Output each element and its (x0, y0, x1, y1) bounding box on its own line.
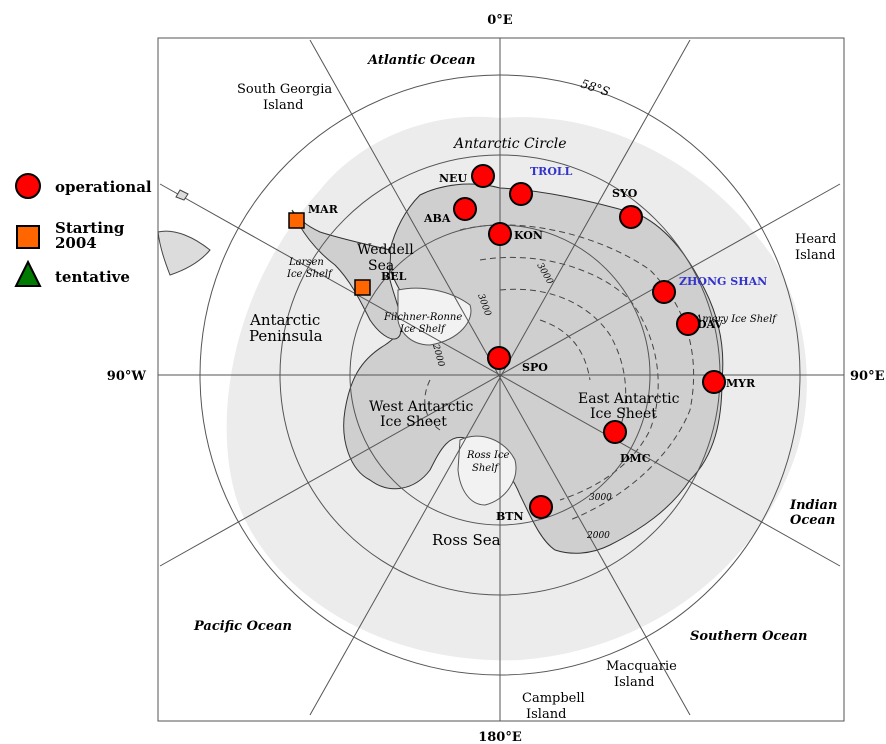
station-marker-troll[interactable] (509, 182, 533, 206)
meridian-lines (158, 38, 844, 721)
station-label-bel: BEL (381, 270, 407, 283)
south-america-tip (157, 230, 211, 276)
label-filchner: Filchner-Ronne (383, 312, 462, 323)
label-ross-ice-2: Shelf (472, 463, 500, 474)
label-east-ice-2: Ice Sheet (590, 406, 657, 422)
station-label-neu: NEU (439, 172, 467, 185)
legend-starting-label: Starting (55, 219, 125, 237)
legend-starting-label-2: 2004 (55, 234, 97, 252)
station-label-spo: SPO (522, 361, 548, 374)
label-filchner-2: Ice Shelf (399, 324, 447, 335)
legend-operational-label: operational (55, 178, 152, 196)
antarctic-peninsula-land (291, 209, 402, 340)
label-east-ice: East Antarctic (578, 391, 680, 407)
label-indian-2: Ocean (790, 513, 835, 528)
operational-station-labels: NEU ABA KON SYO SPO DAV MYR DMC BTN (423, 172, 756, 523)
label-heard: Heard (795, 232, 836, 247)
station-label-dav: DAV (697, 318, 723, 331)
blue-station-labels: TROLL ZHONG SHAN (530, 165, 767, 288)
station-marker-neu[interactable] (471, 164, 495, 188)
starting-stations: MAR BEL (288, 203, 407, 296)
falkland-island (175, 189, 189, 201)
label-macquarie-2: Island (614, 675, 654, 690)
region-labels: Atlantic Ocean South Georgia Island Wedd… (193, 53, 837, 722)
legend-tentative-label: tentative (55, 268, 130, 286)
label-ross-ice: Ross Ice (466, 450, 510, 461)
station-label-zhong-shan: ZHONG SHAN (679, 275, 767, 288)
label-larsen-2: Ice Shelf (286, 269, 334, 280)
label-heard-2: Island (795, 248, 835, 263)
label-larsen: Larsen (288, 257, 324, 268)
station-label-troll: TROLL (530, 165, 573, 178)
label-90e: 90°E (850, 369, 885, 384)
label-antarctic-peninsula-2: Peninsula (249, 327, 323, 345)
label-south-georgia-2: Island (263, 98, 303, 113)
label-180e: 180°E (478, 730, 522, 744)
label-indian: Indian (789, 498, 837, 513)
label-weddell: Weddell (357, 242, 414, 258)
label-atlantic: Atlantic Ocean (366, 53, 475, 68)
label-campbell: Campbell (522, 691, 585, 706)
station-marker-kon[interactable] (488, 222, 512, 246)
label-amery: Amery Ice Shelf (694, 314, 778, 325)
station-label-syo: SYO (612, 187, 638, 200)
label-macquarie: Macquarie (606, 659, 677, 674)
label-0e: 0°E (487, 13, 513, 28)
label-90w: 90°W (107, 369, 147, 384)
label-south-georgia: South Georgia (237, 82, 332, 97)
station-label-myr: MYR (726, 377, 756, 390)
station-label-aba: ABA (423, 212, 451, 225)
label-antarctic-circle: Antarctic Circle (452, 136, 567, 152)
label-west-ice: West Antarctic (369, 399, 474, 415)
station-marker-zhong-shan[interactable] (652, 280, 676, 304)
station-label-kon: KON (514, 229, 543, 242)
ross-ice-shelf (457, 435, 517, 506)
station-marker-spo[interactable] (487, 346, 511, 370)
label-southern: Southern Ocean (690, 629, 807, 644)
station-marker-myr[interactable] (702, 370, 726, 394)
station-marker-syo[interactable] (619, 205, 643, 229)
station-label-btn: BTN (496, 510, 524, 523)
station-marker-bel[interactable] (354, 279, 371, 296)
label-antarctic-peninsula: Antarctic (249, 311, 320, 329)
label-weddell-2: Sea (368, 258, 394, 274)
label-contour-d: 3000 (589, 493, 612, 503)
legend-tentative-icon (14, 259, 42, 287)
operational-stations (453, 164, 726, 519)
label-campbell-2: Island (526, 707, 566, 722)
station-marker-mar[interactable] (288, 212, 305, 229)
station-label-mar: MAR (308, 203, 339, 216)
station-marker-dmc[interactable] (603, 420, 627, 444)
filchner-ronne-shelf (397, 287, 472, 346)
station-marker-btn[interactable] (529, 495, 553, 519)
label-west-ice-2: Ice Sheet (380, 414, 447, 430)
station-label-dmc: DMC (620, 452, 651, 465)
legend-starting-icon (16, 225, 40, 249)
station-marker-dav[interactable] (676, 312, 700, 336)
label-contour-e: 2000 (586, 531, 610, 541)
station-marker-aba[interactable] (453, 197, 477, 221)
label-ross-sea: Ross Sea (432, 531, 501, 549)
legend-operational-icon (15, 173, 41, 199)
label-pacific: Pacific Ocean (193, 619, 292, 634)
antarctic-continent (343, 183, 724, 554)
legend: operational Starting 2004 tentative (14, 173, 152, 287)
